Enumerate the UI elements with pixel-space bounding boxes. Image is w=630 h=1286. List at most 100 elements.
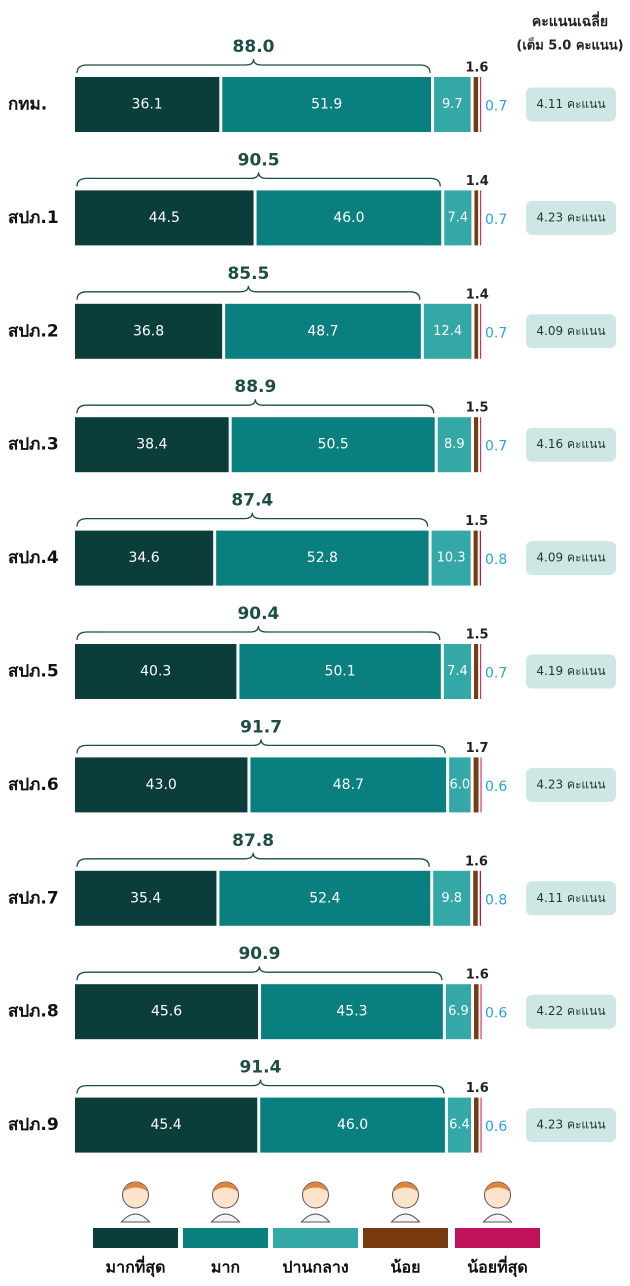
- header-line: (เต็ม 5.0 คะแนน): [516, 36, 623, 54]
- legend-label: น้อยที่สุด: [467, 1256, 528, 1278]
- segment-label: 7.4: [447, 664, 468, 679]
- bar-segment: [480, 77, 482, 132]
- bar-segment: [479, 530, 481, 586]
- segment-label: 6.4: [449, 1118, 470, 1133]
- total-label: 87.8: [232, 831, 274, 851]
- bar-segment: [431, 530, 471, 586]
- segment-label: 1.6: [466, 1081, 489, 1096]
- row-label: กทม.: [8, 95, 47, 115]
- legend-swatch: [183, 1228, 268, 1248]
- score-box: [526, 654, 616, 689]
- score-label: 4.23 คะแนน: [536, 777, 605, 791]
- segment-label: 1.6: [466, 968, 489, 983]
- score-label: 4.23 คะแนน: [536, 1118, 605, 1132]
- bar-segment: [449, 757, 471, 813]
- face-body: [120, 1213, 151, 1223]
- segment-label: 40.3: [140, 664, 171, 680]
- bar-segment: [445, 984, 472, 1040]
- total-label: 90.5: [238, 150, 280, 170]
- bar-segment: [75, 190, 254, 246]
- face-body: [300, 1213, 331, 1223]
- total-label: 85.5: [227, 264, 269, 284]
- segment-label: 51.9: [311, 97, 342, 113]
- bar-segment: [261, 984, 443, 1040]
- bar-segment: [434, 77, 471, 132]
- score-box: [526, 767, 616, 802]
- row-label: สปภ.8: [8, 1002, 59, 1022]
- bar-segment: [473, 757, 479, 813]
- face-body: [482, 1213, 513, 1223]
- segment-label: 36.1: [132, 97, 163, 113]
- header-line: คะแนนเฉลี่ย: [532, 11, 608, 30]
- bar-segment: [222, 77, 432, 132]
- total-label: 91.7: [240, 717, 282, 737]
- bar-segment: [447, 1097, 472, 1153]
- bar-segment: [437, 417, 472, 473]
- segment-label: 36.8: [133, 323, 164, 339]
- score-box: [526, 1108, 616, 1143]
- segment-label: 7.4: [447, 210, 468, 225]
- bar-segment: [75, 757, 248, 813]
- face-hair: [392, 1182, 419, 1192]
- bar-segment: [216, 530, 429, 586]
- bar-segment: [473, 870, 478, 926]
- bar-segment: [75, 530, 214, 586]
- segment-label: 0.7: [485, 99, 507, 115]
- bar-segment: [474, 1097, 479, 1153]
- bar-segment: [480, 417, 482, 473]
- score-label: 4.16 คะแนน: [536, 437, 605, 451]
- bar-segment: [75, 77, 220, 132]
- segment-label: 34.6: [128, 550, 159, 566]
- segment-label: 52.8: [307, 550, 338, 566]
- segment-label: 1.6: [465, 854, 488, 869]
- bar-segment: [479, 870, 481, 926]
- bar-segment: [423, 303, 472, 359]
- bar-segment: [75, 417, 229, 473]
- bar-segment: [250, 757, 447, 813]
- segment-label: 10.3: [437, 551, 466, 566]
- bar-segment: [474, 417, 479, 473]
- segment-label: 0.8: [485, 552, 507, 568]
- row-label: สปภ.3: [8, 435, 59, 455]
- segment-label: 9.7: [442, 97, 463, 112]
- segment-label: 43.0: [146, 777, 177, 793]
- legend-label: มากที่สุด: [106, 1256, 166, 1278]
- bar-segment: [433, 870, 471, 926]
- segment-label: 46.0: [333, 210, 364, 226]
- face-hair: [212, 1182, 239, 1192]
- segment-label: 38.4: [136, 437, 167, 453]
- score-box: [526, 314, 616, 349]
- total-brace: [76, 966, 443, 981]
- score-label: 4.09 คะแนน: [536, 551, 605, 565]
- score-label: 4.23 คะแนน: [536, 210, 605, 224]
- total-brace: [76, 625, 441, 641]
- legend-swatch: [273, 1228, 358, 1248]
- segment-label: 0.7: [485, 666, 507, 682]
- score-box: [526, 200, 616, 235]
- total-brace: [76, 172, 441, 187]
- total-brace: [76, 285, 421, 300]
- bar-segment: [239, 644, 441, 699]
- bar-segment: [75, 644, 237, 699]
- bar-segment: [75, 303, 223, 359]
- segment-label: 45.3: [336, 1004, 367, 1020]
- bar-segment: [474, 190, 479, 246]
- score-box: [526, 87, 616, 122]
- bar-segment: [75, 984, 259, 1040]
- bar-segment: [231, 417, 435, 473]
- segment-label: 52.4: [309, 890, 340, 906]
- bar-segment: [225, 303, 421, 359]
- total-brace: [76, 58, 431, 74]
- bar-segment: [480, 644, 482, 699]
- bar-segment: [75, 1097, 258, 1153]
- segment-label: 0.6: [485, 779, 507, 795]
- score-label: 4.22 คะแนน: [536, 1004, 605, 1018]
- segment-label: 50.5: [318, 437, 349, 453]
- legend-swatch: [93, 1228, 178, 1248]
- segment-label: 1.4: [466, 287, 489, 302]
- segment-label: 35.4: [130, 890, 161, 906]
- segment-label: 1.7: [466, 741, 489, 756]
- bar-segment: [473, 77, 479, 132]
- bar-segment: [480, 190, 482, 246]
- bar-segment: [75, 870, 217, 926]
